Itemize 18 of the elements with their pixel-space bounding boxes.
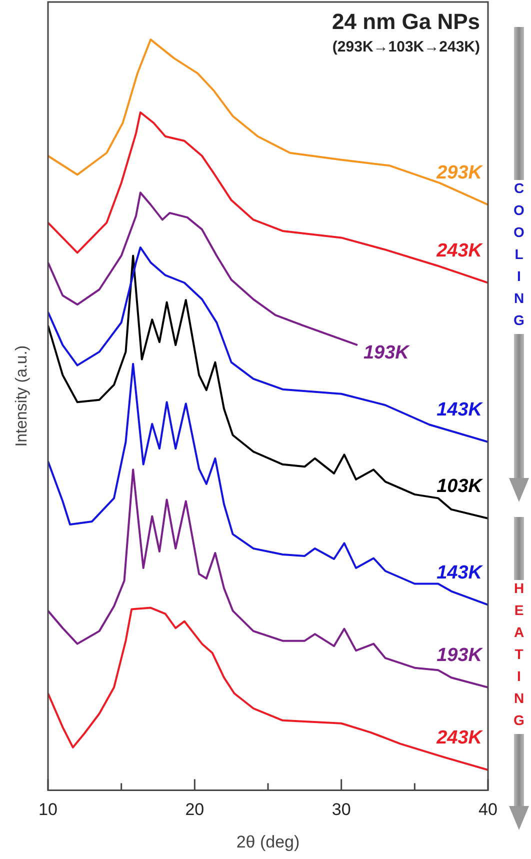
chart-title: 24 nm Ga NPs (332, 9, 480, 34)
series-label: 103K (436, 476, 484, 498)
series-label: 193K (436, 645, 484, 666)
series-label: 243K (436, 240, 484, 262)
series-label: 243K (436, 728, 484, 749)
text: COOLING (511, 180, 527, 334)
x-tick-label: 30 (332, 800, 351, 820)
chart-subtitle: (293K→103K→243K) (332, 38, 480, 56)
x-tick-label: 40 (478, 800, 498, 820)
series-label: 143K (436, 562, 484, 584)
series-label: 143K (436, 400, 484, 421)
x-tick-label: 20 (185, 800, 204, 820)
x-tick-label: 10 (38, 800, 58, 820)
series-label: 293K (436, 162, 484, 184)
series-label: 193K (363, 342, 410, 364)
x-axis-title: 2θ (deg) (236, 832, 300, 852)
text: HEATING (511, 580, 527, 734)
y-axis-title: Intensity (a.u.) (13, 345, 30, 447)
